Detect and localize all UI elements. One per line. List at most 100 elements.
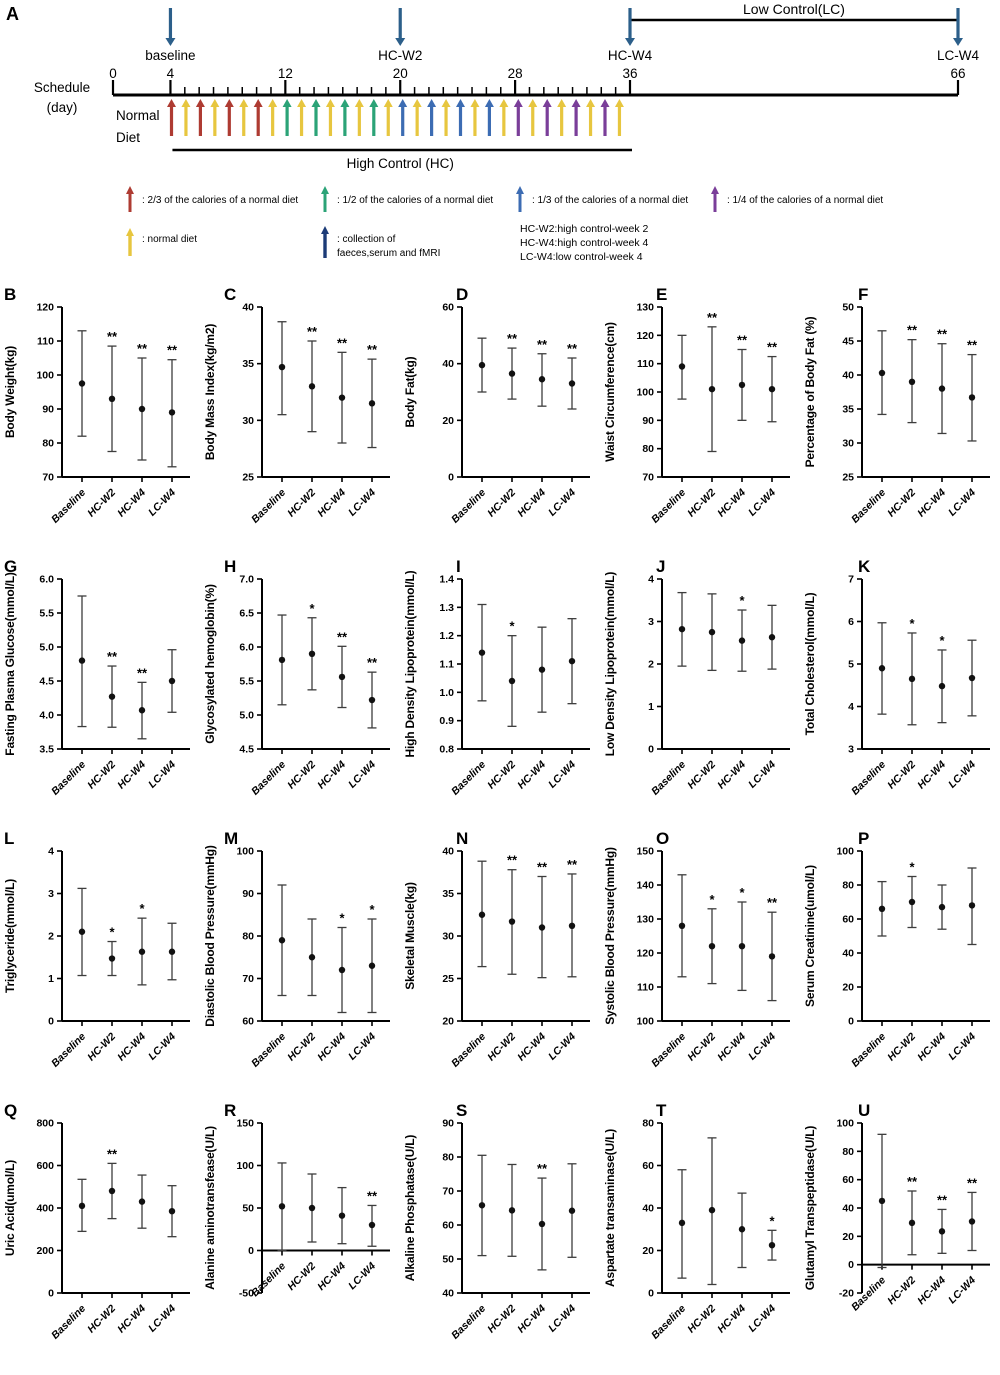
significance-marker: *: [509, 619, 515, 634]
diet-arrow-purple: [513, 99, 523, 136]
arrow-head: [614, 99, 624, 107]
y-tick-label: 50: [442, 1254, 454, 1266]
significance-marker: **: [967, 1175, 978, 1190]
arrow-head: [268, 99, 278, 107]
legend-label: : 1/4 of the calories of a normal diet: [727, 195, 883, 206]
x-category-label: HC-W4: [715, 1031, 748, 1064]
y-tick-label: 110: [637, 982, 654, 994]
diet-arrow-blue: [456, 99, 465, 136]
data-point: [168, 677, 176, 685]
x-category-label: HC-W2: [685, 759, 718, 792]
significance-marker: **: [507, 331, 518, 346]
significance-marker: **: [937, 1192, 948, 1207]
x-category-label: LC-W4: [746, 759, 778, 791]
significance-marker: **: [567, 341, 578, 356]
y-axis-title: Waist Circumference(cm): [603, 322, 617, 462]
y-tick-label: 130: [636, 302, 654, 314]
x-category-label: Baseline: [449, 1303, 488, 1342]
y-tick-label: 100: [636, 387, 654, 399]
panel-letter: C: [224, 285, 236, 304]
chart-cell-N: N 20 25 30 35 40 Baseline HC-W2 HC-W4 LC-W4 Skelet…: [400, 826, 600, 1098]
chart-cell-S: S 40 50 60 70 80 90 Baseline HC-W2 HC-W4 LC-W4 Alka…: [400, 1098, 600, 1370]
y-tick-label: 40: [442, 358, 454, 370]
x-category-label: HC-W4: [715, 1303, 748, 1336]
data-point: [138, 707, 146, 714]
y-tick-label: 6.0: [239, 642, 254, 654]
low-control-label: Low Control(LC): [743, 1, 845, 17]
arrow-head: [126, 228, 134, 236]
x-category-label: Baseline: [649, 759, 688, 798]
y-tick-label: 40: [242, 302, 254, 314]
y-tick-label: 4: [48, 846, 54, 858]
significance-marker: *: [369, 902, 375, 917]
significance-marker: **: [567, 857, 578, 872]
data-point: [108, 693, 116, 700]
panel-letter: A: [6, 4, 19, 24]
y-tick-label: 100: [836, 846, 854, 858]
diet-arrow-green: [311, 99, 321, 136]
x-category-label: HC-W4: [115, 487, 148, 520]
x-category-label: LC-W4: [946, 487, 978, 519]
data-point: [708, 1206, 716, 1214]
x-category-label: LC-W4: [946, 759, 978, 791]
y-tick-label: 6.0: [39, 574, 54, 586]
data-point: [278, 1203, 286, 1210]
x-category-label: Baseline: [249, 1031, 288, 1070]
y-tick-label: 1.1: [439, 659, 454, 671]
chart-cell-R: R -50 0 50 100 150 Baseline HC-W2 HC-W4 LC-W4 Alan…: [200, 1098, 400, 1370]
x-category-label: Baseline: [649, 1303, 688, 1342]
data-point: [768, 385, 776, 393]
significance-marker: *: [769, 1213, 775, 1228]
data-point: [168, 948, 176, 955]
y-tick-label: 40: [442, 846, 454, 858]
arrow-head: [398, 99, 408, 107]
x-category-label: HC-W4: [915, 1274, 948, 1307]
diet-arrow-yellow: [528, 99, 538, 136]
y-axis-title: Serum Creatinine(umol/L): [803, 865, 817, 1007]
y-tick-label: 4.0: [39, 710, 54, 722]
day-label: 0: [109, 66, 117, 81]
y-tick-label: 0: [448, 472, 454, 484]
x-category-label: Baseline: [49, 487, 88, 526]
x-category-label: LC-W4: [746, 487, 778, 519]
x-category-label: Baseline: [449, 1031, 488, 1070]
arrow-head: [542, 99, 552, 107]
y-tick-label: 2: [648, 659, 654, 671]
diet-arrow-red: [253, 99, 263, 136]
y-tick-label: 7.0: [239, 574, 254, 586]
y-tick-label: 80: [642, 443, 654, 455]
data-point: [678, 363, 686, 370]
y-tick-label: 5.5: [239, 676, 254, 688]
chart-cell-F: F 25 30 35 40 45 50 Baseline HC-W2 HC-W4 LC-W4 Perc…: [800, 282, 1000, 554]
data-point: [78, 380, 86, 387]
x-category-label: HC-W4: [915, 487, 948, 520]
timepoint-label: LC-W4: [937, 48, 979, 63]
data-point: [738, 381, 746, 389]
x-category-label: HC-W2: [85, 759, 118, 792]
y-tick-label: 70: [442, 1186, 454, 1198]
y-tick-label: 140: [636, 880, 654, 892]
data-point: [768, 1241, 776, 1249]
panel-letter: P: [858, 829, 869, 848]
chart-cell-H: H 4.5 5.0 5.5 6.0 6.5 7.0 Baseline HC-W2 HC-W4 LC-…: [200, 554, 400, 826]
panel-letter: G: [4, 557, 17, 576]
x-category-label: Baseline: [849, 1274, 888, 1313]
y-tick-label: 0.8: [439, 744, 454, 756]
timepoint-label: HC-W2: [378, 48, 422, 63]
y-axis-title: Body Mass Index(kg/m2): [203, 324, 217, 461]
y-tick-label: 70: [242, 973, 254, 985]
collection-arrow-icon: [165, 8, 176, 46]
data-point: [308, 383, 316, 390]
y-tick-label: 0: [48, 1016, 54, 1028]
panel-a-svg: A Low Control(LC) baseline HC-W2 HC-W4 LC-W4 0…: [6, 1, 979, 263]
significance-marker: **: [537, 860, 548, 875]
diet-arrow-purple: [542, 99, 552, 136]
chart-panel-I: I 0.8 0.9 1.0 1.1 1.2 1.3 1.4 BaselineHC-W2HC-W4…: [403, 557, 590, 798]
data-point: [538, 924, 546, 931]
chart-cell-T: T 0 20 40 60 80 Baseline HC-W2 HC-W4 LC-W4 Asparta…: [600, 1098, 800, 1370]
day-label: 28: [508, 66, 523, 81]
